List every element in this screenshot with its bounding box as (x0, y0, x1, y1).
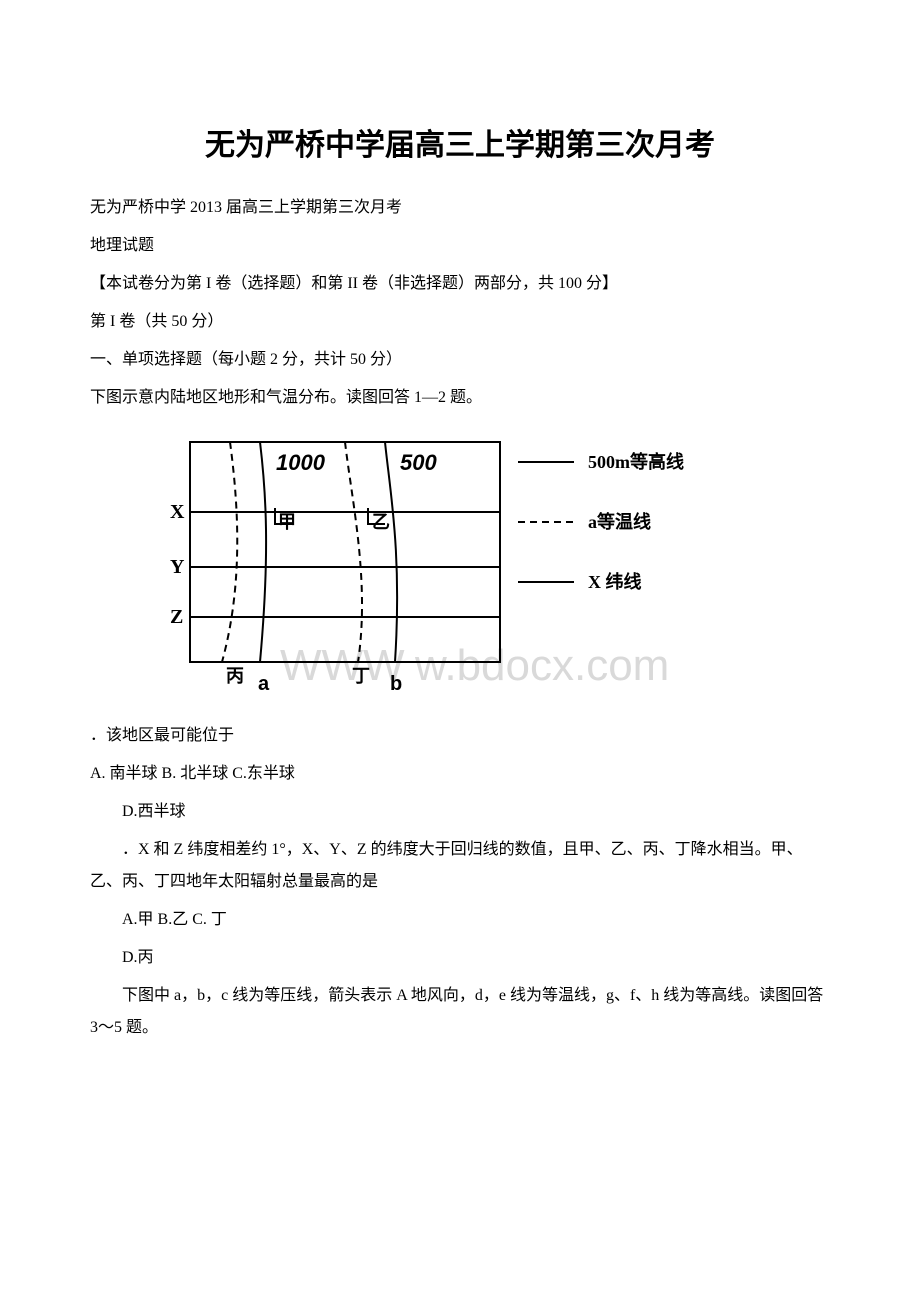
q2-options-abc: A.甲 B.乙 C. 丁 (90, 904, 830, 936)
svg-text:乙: 乙 (372, 512, 390, 532)
svg-text:甲: 甲 (278, 512, 296, 532)
line-scope: 【本试卷分为第 I 卷（选择题）和第 II 卷（非选择题）两部分，共 100 分… (90, 268, 830, 300)
q2-option-d: D.丙 (90, 942, 830, 974)
q1-option-d: D.西半球 (90, 796, 830, 828)
svg-text:500m等高线: 500m等高线 (588, 451, 684, 472)
svg-text:w.bdocx.com: w.bdocx.com (414, 641, 669, 690)
page-title: 无为严桥中学届高三上学期第三次月考 (90, 120, 830, 164)
q1-stem: ．该地区最可能位于 (90, 720, 830, 752)
p3-intro: 下图中 a，b，c 线为等压线，箭头表示 A 地风向，d，e 线为等温线，g、f… (90, 980, 830, 1044)
svg-text:b: b (390, 673, 402, 695)
svg-text:X 纬线: X 纬线 (588, 571, 642, 592)
svg-text:a: a (258, 673, 270, 695)
svg-text:Z: Z (170, 606, 183, 628)
line-section: 一、单项选择题（每小题 2 分，共计 50 分） (90, 344, 830, 376)
svg-text:1000: 1000 (276, 450, 326, 475)
line-subject: 地理试题 (90, 230, 830, 262)
svg-text:丙: 丙 (226, 666, 244, 686)
q2-stem: ．X 和 Z 纬度相差约 1°，X、Y、Z 的纬度大于回归线的数值，且甲、乙、丙… (90, 834, 830, 898)
svg-text:X: X (170, 501, 185, 523)
line-school: 无为严桥中学 2013 届高三上学期第三次月考 (90, 192, 830, 224)
line-fig-intro: 下图示意内陆地区地形和气温分布。读图回答 1—2 题。 (90, 382, 830, 414)
q1-options-abc: A. 南半球 B. 北半球 C.东半球 (90, 758, 830, 790)
line-part1: 第 I 卷（共 50 分） (90, 306, 830, 338)
svg-text:Y: Y (170, 556, 185, 578)
svg-text:500: 500 (400, 450, 437, 475)
figure-1: WWWw.bdocx.com X Y Z 1000 500 甲 乙丙 丁 a b 500m等高线 a等温… (130, 432, 830, 702)
svg-text:WWW: WWW (280, 641, 405, 690)
svg-text:丁: 丁 (352, 666, 370, 686)
svg-text:a等温线: a等温线 (588, 511, 651, 532)
